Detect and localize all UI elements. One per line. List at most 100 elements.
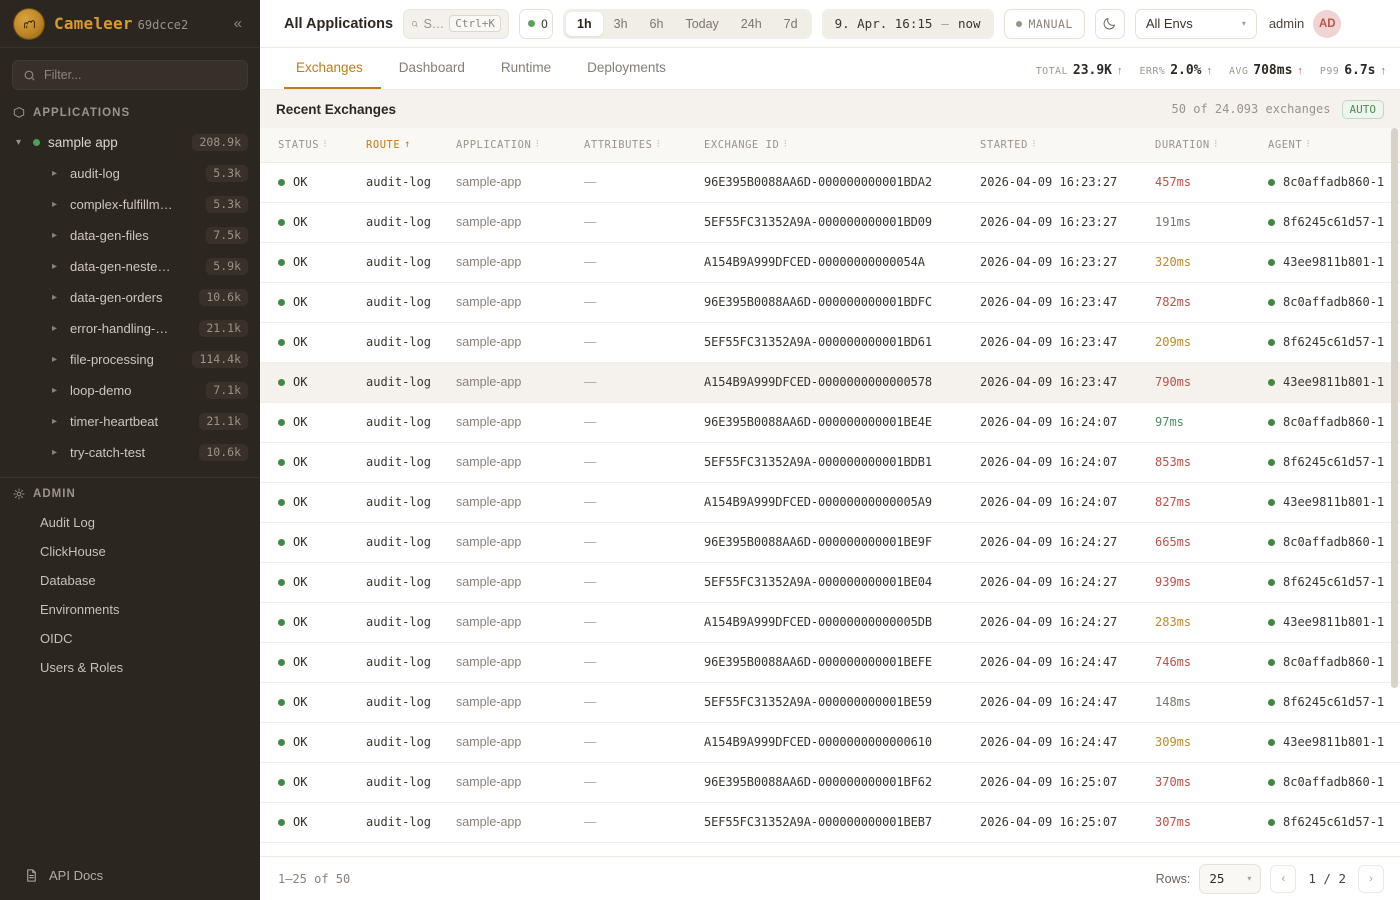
sidebar-admin-item[interactable]: Database [40,573,96,588]
trend-arrow-icon: ↑ [1117,65,1123,77]
status-badge: OK [293,295,308,310]
sidebar-route-item[interactable]: ▸ try-catch-test 10.6k [0,437,260,468]
sidebar-route-item[interactable]: ▸ data-gen-neste… 5.9k [0,251,260,282]
cell-attributes: — [576,802,696,843]
table-row[interactable]: OK audit-log sample-app —96E395B0088AA6D-00… [260,642,1400,683]
refresh-mode-button[interactable]: MANUAL [1003,8,1085,39]
column-header-exchange-id[interactable]: EXCHANGE ID ⠇ [696,128,972,163]
cell-started: 2026-04-09 16:23:47 [972,322,1147,363]
cell-application: sample-app [448,762,576,803]
table-row[interactable]: OK audit-log sample-app — A154B9A999DFCED-00… [260,722,1400,763]
status-badge: OK [293,695,308,710]
environment-select[interactable]: All Envs ▾ [1134,8,1257,39]
sidebar-route-item[interactable]: ▸ timer-heartbeat 21.1k [0,406,260,437]
sidebar-route-item[interactable]: ▸ data-gen-files 7.5k [0,220,260,251]
cell-duration: 209ms [1147,322,1260,363]
status-dot-icon [278,378,285,386]
time-range-3h[interactable]: 3h [613,16,628,31]
time-range-6h[interactable]: 6h [649,16,664,31]
theme-toggle-button[interactable] [1094,8,1125,39]
cell-status: OK [260,322,358,363]
sidebar-route-item[interactable]: ▸ audit-log 5.3k [0,158,260,189]
cell-route: audit-log [358,482,448,523]
sidebar-admin-item[interactable]: OIDC [40,631,73,646]
sidebar-admin-item[interactable]: Environments [40,602,120,617]
pagination-controls: Rows: 25 ▾ ‹ 1 / 2 › [1156,863,1384,894]
table-row[interactable]: OK audit-log sample-app —96E395B0088AA6D-00… [260,162,1400,203]
column-header-started[interactable]: STARTED ⠇ [972,128,1147,163]
trend-arrow-icon: ↑ [1380,65,1387,77]
table-row[interactable]: OK audit-log sample-app — A154B9A999DFCED-00… [260,362,1400,403]
time-range-24h[interactable]: 24h [740,16,762,31]
column-header-label: STATUS [278,138,320,151]
next-page-button[interactable]: › [1358,864,1384,893]
sidebar-item-api-docs[interactable]: API Docs [0,850,260,900]
table-row[interactable]: OK audit-log sample-app —5EF55FC31352A9A-00… [260,682,1400,723]
live-status-badge[interactable]: O [519,8,554,39]
column-header-application[interactable]: APPLICATION ⠇ [448,128,576,163]
table-row[interactable]: OK audit-log sample-app — A154B9A999DFCED-00… [260,482,1400,523]
table-row[interactable]: OK audit-log sample-app —5EF55FC31352A9A-00… [260,442,1400,483]
cell-agent: 8c0affadb860-1 [1260,642,1400,683]
table-row[interactable]: OK audit-log sample-app —96E395B0088AA6D-00… [260,282,1400,323]
cell-started: 2026-04-09 16:24:47 [972,722,1147,763]
table-row[interactable]: OK audit-log sample-app —5EF55FC31352A9A-00… [260,802,1400,843]
table-row[interactable]: OK audit-log sample-app — A154B9A999DFCED-00… [260,242,1400,283]
column-header-duration[interactable]: DURATION ⠇ [1147,128,1260,163]
avatar[interactable]: AD [1313,9,1342,38]
time-range-1h[interactable]: 1h [566,11,603,36]
table-row[interactable]: OK audit-log sample-app — A154B9A999DFCED-00… [260,602,1400,643]
filter-input[interactable]: Filter... [12,60,248,90]
status-dot-icon [278,298,285,306]
sidebar-admin-item[interactable]: Audit Log [40,515,95,530]
sidebar-header: Cameleer 69dcce2 « [0,0,260,48]
sidebar-route-item[interactable]: ▸ data-gen-orders 10.6k [0,282,260,313]
cell-status: OK [260,602,358,643]
cell-attributes: — [576,482,696,523]
sidebar-route-count: 21.1k [199,412,248,431]
table-row[interactable]: OK audit-log sample-app —5EF55FC31352A9A-00… [260,202,1400,243]
tab-runtime[interactable]: Runtime [500,60,552,75]
sidebar-admin-item[interactable]: ClickHouse [40,544,106,559]
column-header-status[interactable]: STATUS ⠇ [260,128,358,163]
column-header-route[interactable]: ROUTE ↑ [358,128,448,163]
agent-status-dot-icon [1268,618,1275,626]
table-row[interactable]: OK audit-log sample-app —96E395B0088AA6D-00… [260,522,1400,563]
auto-refresh-badge[interactable]: AUTO [1341,99,1384,119]
user-menu[interactable]: admin AD [1269,9,1342,38]
tab-dashboard[interactable]: Dashboard [398,60,465,75]
sort-indicator-icon: ⠇ [1213,139,1221,150]
tab-exchanges[interactable]: Exchanges [284,48,381,89]
table-row[interactable]: OK audit-log sample-app —96E395B0088AA6D-00… [260,402,1400,443]
tab-deployments[interactable]: Deployments [587,60,666,75]
column-header-agent[interactable]: AGENT ⠇ [1260,128,1400,163]
column-header-attributes[interactable]: ATTRIBUTES ⠇ [576,128,696,163]
chevron-double-left-icon[interactable]: « [233,15,242,32]
rows-per-page-select[interactable]: 25 ▾ [1199,863,1262,894]
sidebar-app-label: sample app [48,135,118,150]
sidebar-route-item[interactable]: ▸ loop-demo 7.1k [0,375,260,406]
cell-duration: 191ms [1147,202,1260,243]
agent-status-dot-icon [1268,298,1275,306]
sidebar-app-sample-app[interactable]: ▾ sample app 208.9k [0,127,260,158]
table-row[interactable]: OK audit-log sample-app —96E395B0088AA6D-00… [260,762,1400,803]
cell-exchange-id: A154B9A999DFCED-00000000000005DB [696,602,972,643]
refresh-mode-dot [1015,20,1022,27]
prev-page-button[interactable]: ‹ [1270,864,1297,893]
cell-exchange-id: 5EF55FC31352A9A-000000000001BDB1 [696,442,972,483]
cell-exchange-id: 96E395B0088AA6D-000000000001BE4E [696,402,972,443]
table-row[interactable]: OK audit-log sample-app —5EF55FC31352A9A-00… [260,562,1400,603]
sidebar-route-item[interactable]: ▸ file-processing 114.4k [0,344,260,375]
time-range-today[interactable]: Today [685,16,719,31]
search-input[interactable]: S… Ctrl+K [403,8,510,39]
table-row[interactable]: OK audit-log sample-app —5EF55FC31352A9A-00… [260,322,1400,363]
agent-status-dot-icon [1268,378,1275,386]
cell-duration: 827ms [1147,482,1260,523]
vertical-scrollbar[interactable] [1391,128,1398,688]
time-range-7d[interactable]: 7d [783,16,798,31]
date-range-picker[interactable]: 9. Apr. 16:15 — now [821,8,994,39]
sidebar-route-item[interactable]: ▸ error-handling-… 21.1k [0,313,260,344]
sidebar-admin-item[interactable]: Users & Roles [40,660,124,675]
sidebar-route-item[interactable]: ▸ complex-fulfillm… 5.3k [0,189,260,220]
metric-errpct: ERR% 2.0% ↑ [1140,63,1213,78]
